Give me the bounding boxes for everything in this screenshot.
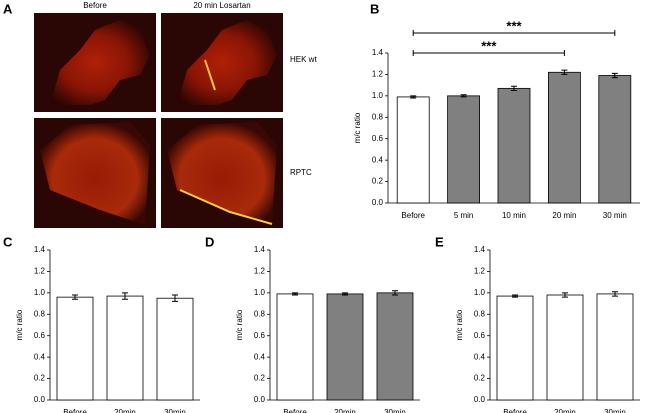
significance-bracket bbox=[412, 30, 616, 36]
y-tick-label: 0.2 bbox=[474, 374, 486, 383]
y-tick-label: 1.0 bbox=[372, 91, 384, 100]
cell bbox=[167, 122, 277, 225]
y-tick-label: 0.4 bbox=[254, 352, 266, 361]
y-tick-label: 1.0 bbox=[254, 288, 266, 297]
y-tick-label: 0.6 bbox=[34, 331, 46, 340]
y-tick-label: 0.2 bbox=[34, 374, 46, 383]
y-tick-label: 0.4 bbox=[34, 352, 46, 361]
column-label: Before bbox=[83, 1, 107, 10]
x-tick-label: 30 min bbox=[603, 211, 627, 220]
y-tick-label: 0.6 bbox=[474, 331, 486, 340]
y-tick-label: 1.2 bbox=[34, 267, 46, 276]
bar bbox=[326, 293, 364, 401]
y-tick-label: 0.8 bbox=[254, 309, 266, 318]
bar bbox=[598, 75, 632, 204]
x-tick-label: 20min bbox=[114, 408, 136, 413]
y-tick-label: 0.0 bbox=[254, 395, 266, 404]
bar bbox=[546, 294, 584, 401]
significance-bracket bbox=[412, 50, 565, 56]
bar bbox=[376, 292, 414, 401]
x-tick-label: 20min bbox=[334, 408, 356, 413]
panel-label: E bbox=[435, 234, 444, 249]
cell bbox=[177, 20, 277, 105]
x-tick-label: 10 min bbox=[502, 211, 526, 220]
x-tick-label: 30min bbox=[384, 408, 406, 413]
error-bar bbox=[410, 95, 417, 99]
error-bar bbox=[342, 292, 348, 296]
bar bbox=[548, 71, 581, 204]
error-bar bbox=[561, 69, 568, 75]
error-bar bbox=[611, 72, 618, 79]
error-bar bbox=[612, 291, 618, 297]
row-label: RPTC bbox=[290, 168, 312, 177]
x-tick-label: 20 min bbox=[552, 211, 576, 220]
x-tick-label: 30min bbox=[604, 408, 626, 413]
error-bar bbox=[392, 290, 398, 296]
significance-label: *** bbox=[481, 38, 497, 53]
y-tick-label: 1.0 bbox=[34, 288, 46, 297]
membrane-signal bbox=[204, 59, 216, 91]
membrane-signal bbox=[179, 189, 273, 225]
panel-label: D bbox=[205, 234, 214, 249]
y-tick-label: 0.0 bbox=[34, 395, 46, 404]
y-tick-label: 1.4 bbox=[474, 245, 486, 254]
y-tick-label: 1.4 bbox=[372, 48, 384, 57]
y-tick-label: 1.2 bbox=[254, 267, 266, 276]
error-bar bbox=[292, 292, 298, 296]
bar bbox=[596, 293, 634, 401]
x-tick-label: Before bbox=[503, 408, 527, 413]
y-tick-label: 1.4 bbox=[34, 245, 46, 254]
cell bbox=[40, 122, 150, 225]
y-tick-label: 0.8 bbox=[34, 309, 46, 318]
bar bbox=[496, 295, 534, 401]
x-tick-label: 30min bbox=[164, 408, 186, 413]
error-bar bbox=[460, 94, 467, 98]
y-axis-label: m/c ratio bbox=[353, 112, 362, 143]
x-tick-label: 20min bbox=[554, 408, 576, 413]
x-tick-label: Before bbox=[401, 211, 425, 220]
micrographs bbox=[34, 13, 283, 228]
bar bbox=[276, 293, 314, 401]
bar bbox=[396, 96, 430, 204]
y-tick-label: 0.2 bbox=[254, 374, 266, 383]
y-tick-label: 1.0 bbox=[474, 288, 486, 297]
bar bbox=[497, 87, 531, 204]
error-bar bbox=[122, 292, 128, 300]
y-tick-label: 0.6 bbox=[372, 134, 384, 143]
y-tick-label: 1.2 bbox=[474, 267, 486, 276]
error-bar bbox=[72, 294, 78, 300]
y-tick-label: 0.4 bbox=[474, 352, 486, 361]
y-tick-label: 0.8 bbox=[372, 112, 384, 121]
y-axis-label: m/c ratio bbox=[455, 309, 464, 340]
cell bbox=[50, 20, 150, 105]
x-tick-label: Before bbox=[63, 408, 87, 413]
error-bar bbox=[511, 85, 517, 91]
error-bar bbox=[172, 294, 178, 302]
bar bbox=[56, 296, 94, 401]
column-label: 20 min Losartan bbox=[193, 1, 250, 10]
x-tick-label: 5 min bbox=[454, 211, 474, 220]
y-tick-label: 0.0 bbox=[474, 395, 486, 404]
bar bbox=[447, 95, 481, 204]
y-axis-label: m/c ratio bbox=[15, 309, 24, 340]
bar bbox=[156, 297, 194, 401]
panel-label: C bbox=[3, 234, 13, 249]
panel-label: A bbox=[3, 1, 13, 16]
y-tick-label: 0.0 bbox=[372, 198, 384, 207]
y-axis-label: m/c ratio bbox=[235, 309, 244, 340]
error-bar bbox=[562, 292, 568, 298]
x-tick-label: Before bbox=[283, 408, 307, 413]
significance-label: *** bbox=[506, 18, 522, 33]
error-bar bbox=[512, 294, 518, 298]
y-tick-label: 0.8 bbox=[474, 309, 486, 318]
y-tick-label: 1.2 bbox=[372, 70, 384, 79]
y-tick-label: 1.4 bbox=[254, 245, 266, 254]
y-tick-label: 0.2 bbox=[372, 177, 384, 186]
row-label: HEK wt bbox=[290, 55, 317, 64]
y-tick-label: 0.4 bbox=[372, 155, 384, 164]
y-tick-label: 0.6 bbox=[254, 331, 266, 340]
panel-label: B bbox=[370, 1, 379, 16]
bar bbox=[106, 295, 144, 401]
